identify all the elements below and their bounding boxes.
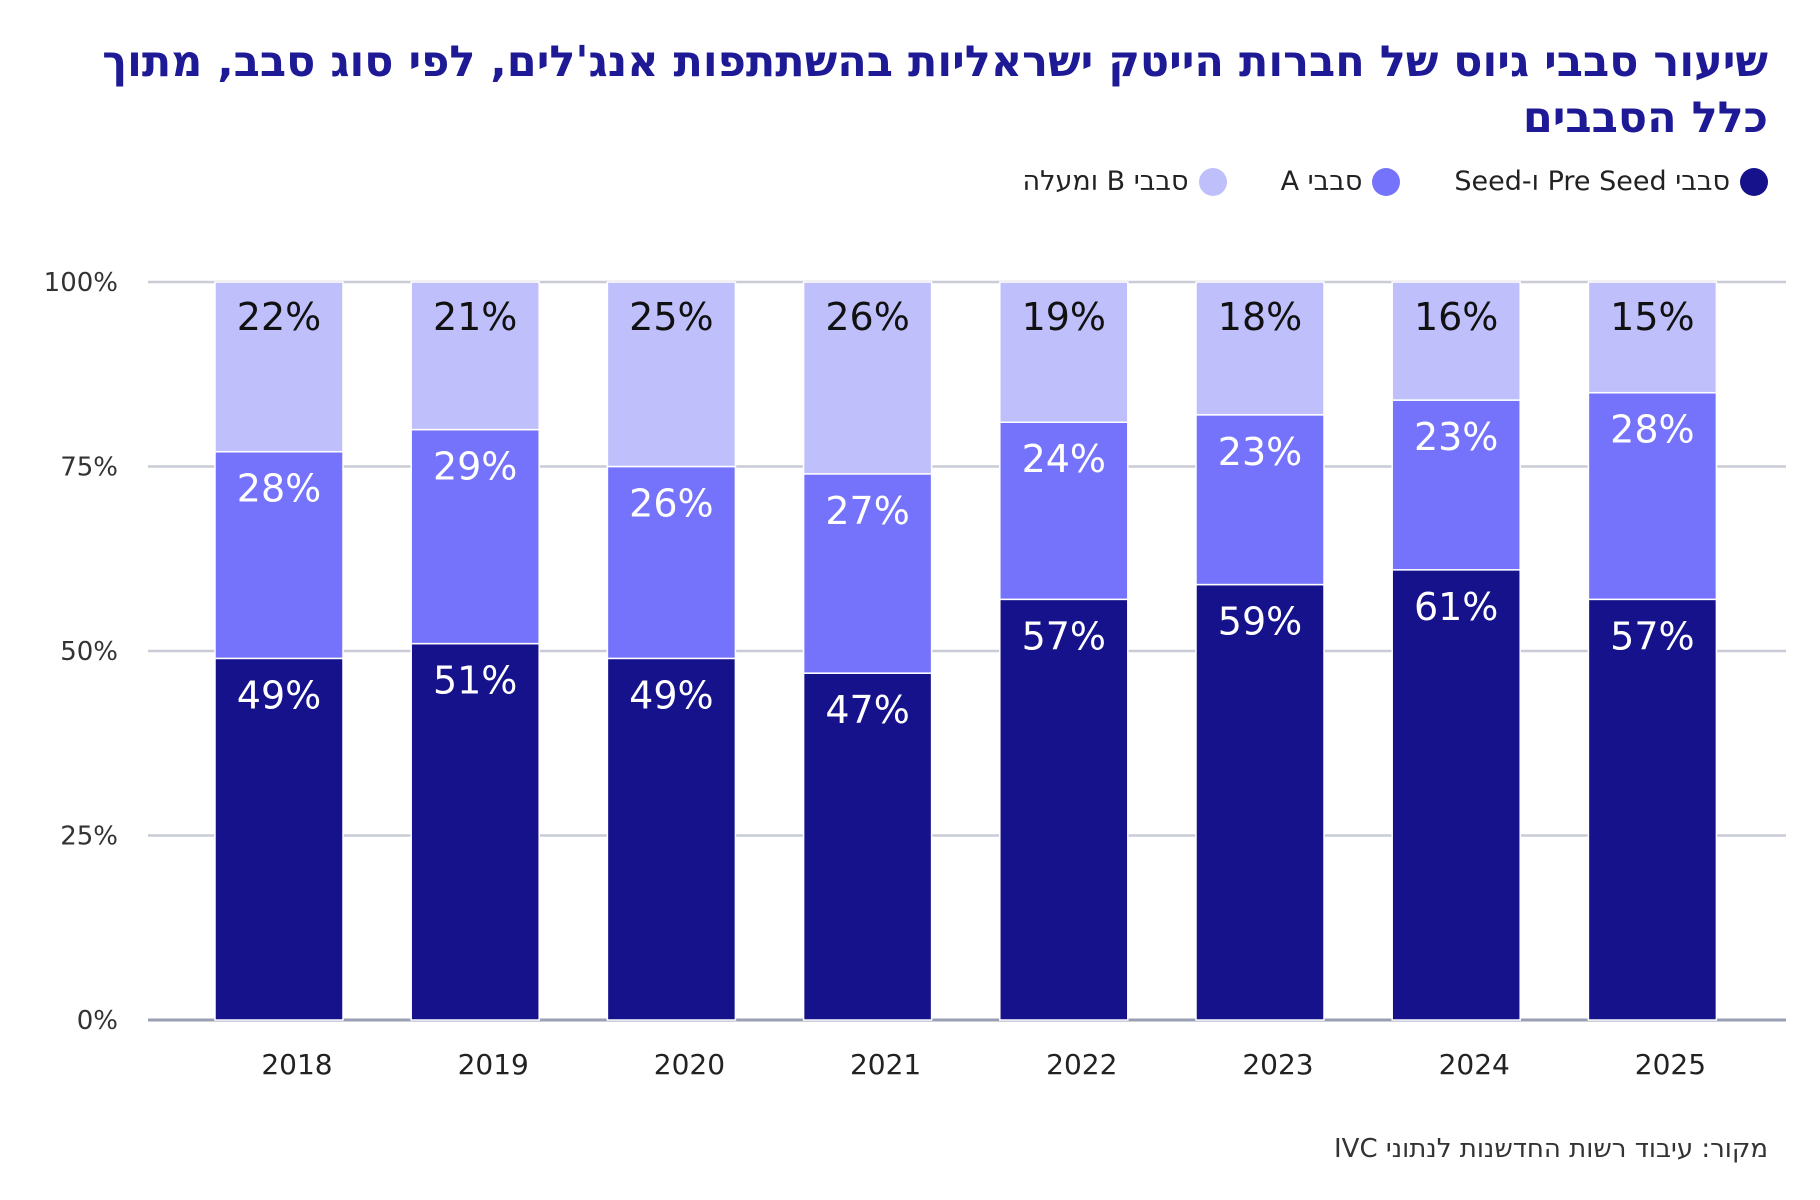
bar-segment-2018-2 [214,281,344,453]
data-label: 57% [1610,614,1694,658]
bar-segment-2024-0 [1391,569,1521,1021]
y-tick-label: 100% [44,268,118,298]
data-label: 57% [1022,614,1106,658]
data-label: 16% [1414,295,1498,339]
data-label: 47% [825,688,909,732]
bar-segment-2021-1 [802,473,933,674]
bar-segment-2024-1 [1391,399,1521,571]
bar-segment-2020-1 [606,465,737,660]
bar-segment-2018-1 [214,450,344,660]
legend-item-a: סבבי A [1281,166,1401,197]
data-label: 18% [1218,295,1302,339]
x-tick-label: 2025 [1635,1048,1706,1081]
bar-segment-2023-0 [1195,583,1325,1021]
y-tick-label: 0% [77,1006,118,1036]
bar-segment-2023-2 [1195,281,1325,416]
data-label: 21% [433,295,517,339]
x-tick-label: 2023 [1242,1048,1313,1081]
data-label: 25% [629,295,713,339]
data-label: 28% [237,467,321,511]
x-tick-label: 2020 [654,1048,725,1081]
data-label: 23% [1218,430,1302,474]
bar-segment-2022-2 [999,281,1129,423]
bar-segment-2025-0 [1587,598,1718,1021]
bar-segment-2019-1 [410,428,540,645]
x-tick-label: 2018 [261,1048,332,1081]
legend-label-a: סבבי A [1280,166,1363,197]
bar-segment-2019-2 [410,281,540,431]
data-label: 15% [1610,295,1694,339]
bar-segment-2020-2 [606,281,737,468]
bar-segment-2018-0 [214,657,344,1021]
data-label: 23% [1414,415,1498,459]
data-label: 24% [1022,437,1106,481]
bar-segment-2025-1 [1587,391,1718,601]
legend-item-seed: סבבי Pre Seed ו-Seed [1454,166,1768,197]
data-label: 51% [433,659,517,703]
y-tick-label: 75% [60,453,118,483]
data-label: 26% [629,482,713,526]
bar-segment-2022-0 [999,598,1129,1021]
data-label: 26% [825,295,909,339]
legend-label-b: סבבי B ומעלה [1022,166,1189,197]
legend-dot-seed [1740,167,1768,196]
data-label: 59% [1218,600,1302,644]
data-label: 27% [825,489,909,533]
bar-segment-2025-2 [1587,281,1718,394]
data-label: 19% [1022,295,1106,339]
legend-dot-b [1198,167,1227,196]
bar-segment-2022-1 [999,421,1129,601]
chart-title: שיעור סבבי גיוס של חברות הייטק ישראליות … [102,37,1768,143]
bar-segment-2023-1 [1195,414,1325,586]
data-label: 28% [1610,408,1694,452]
x-tick-label: 2021 [850,1048,921,1081]
x-tick-label: 2019 [458,1048,529,1081]
data-label: 49% [237,673,321,717]
bar-segment-2021-0 [802,672,933,1021]
legend-item-b: סבבי B ומעלה [1022,166,1227,197]
data-label: 49% [629,673,713,717]
y-tick-label: 25% [60,822,118,852]
source-note: מקור: עיבוד רשות החדשנות לנתוני IVC [1334,1134,1768,1164]
bar-segment-2019-0 [410,642,540,1021]
legend: סבבי Pre Seed ו-Seed סבבי A סבבי B ומעלה [1022,166,1768,197]
data-label: 29% [433,445,517,489]
data-label: 61% [1414,585,1498,629]
bar-segment-2021-2 [802,281,933,475]
bar-segment-2024-2 [1391,281,1521,401]
bar-segment-2020-0 [606,657,737,1021]
x-tick-label: 2022 [1046,1048,1117,1081]
legend-dot-a [1372,167,1401,196]
x-tick-label: 2024 [1439,1048,1510,1081]
y-tick-label: 50% [60,637,118,667]
legend-label-seed: סבבי Pre Seed ו-Seed [1454,166,1730,197]
data-label: 22% [237,295,321,339]
